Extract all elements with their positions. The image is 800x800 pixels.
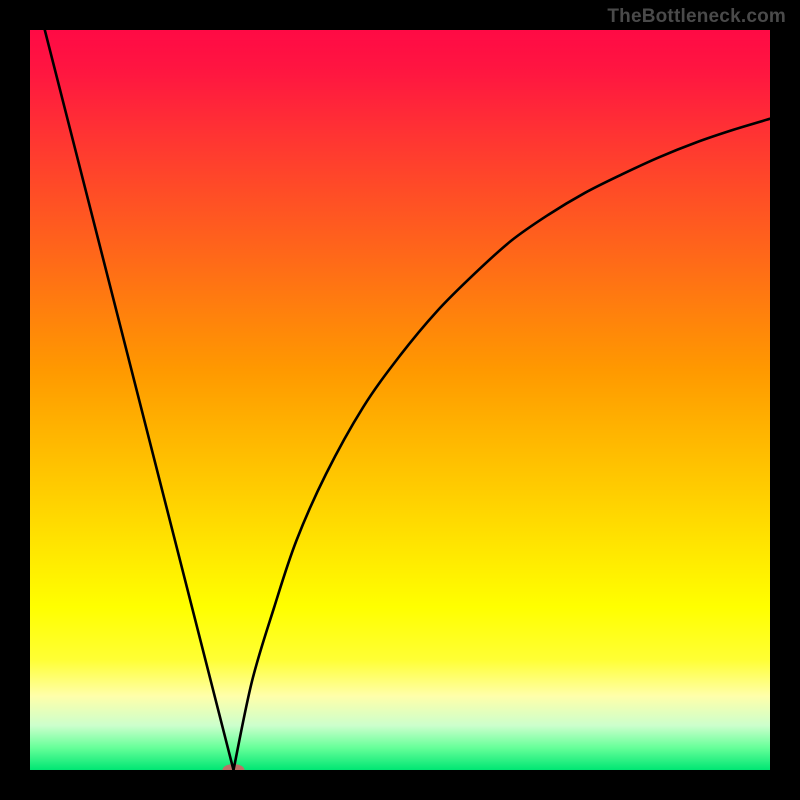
plot-frame	[30, 30, 770, 770]
watermark-text: TheBottleneck.com	[607, 6, 786, 28]
bottleneck-chart	[30, 30, 770, 770]
chart-background	[30, 30, 770, 770]
